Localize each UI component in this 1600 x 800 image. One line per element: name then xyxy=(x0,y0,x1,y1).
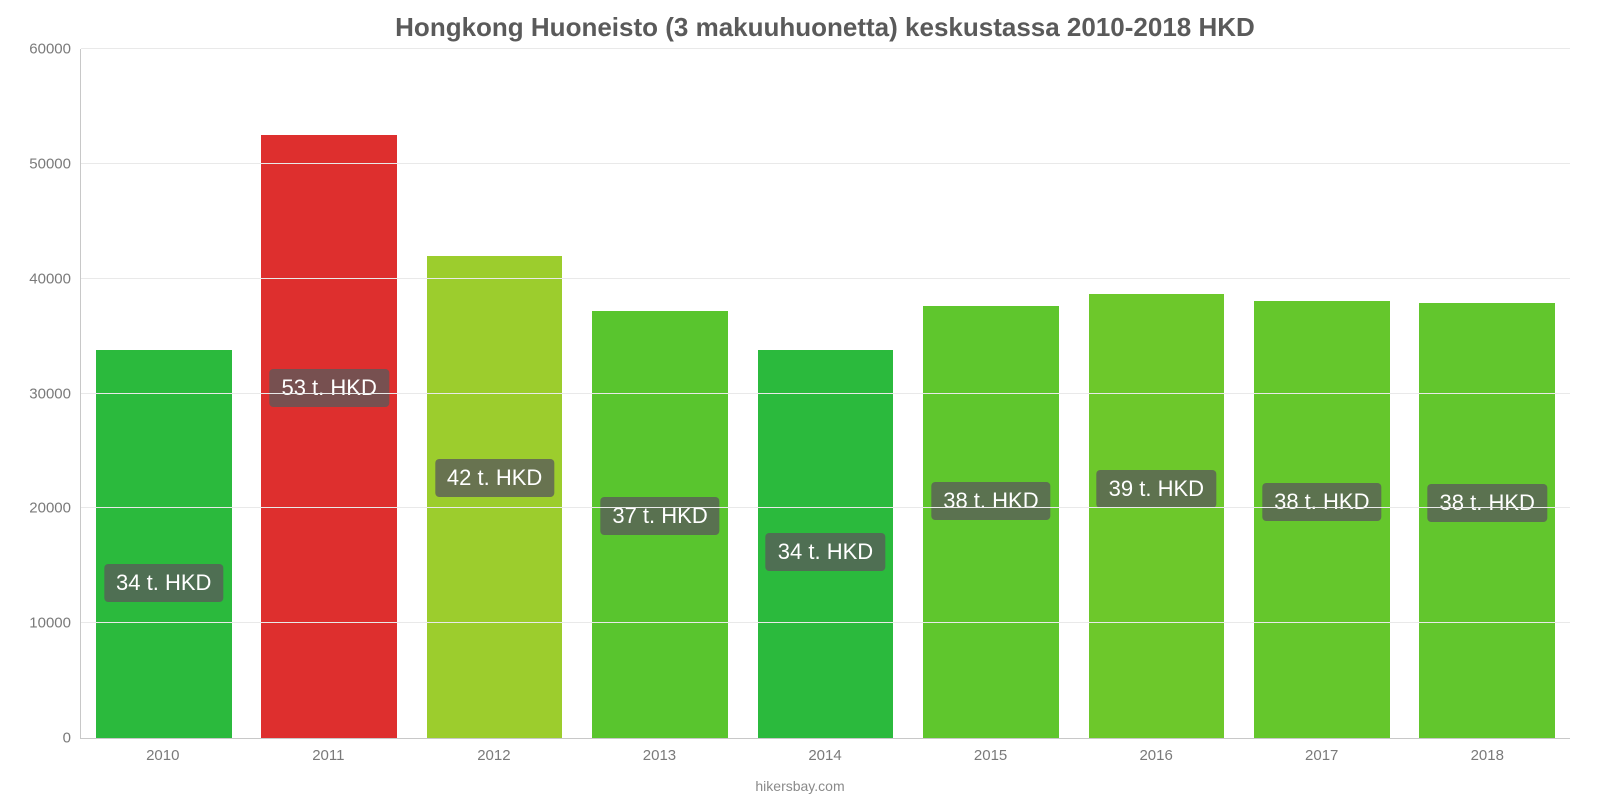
x-tick-label: 2016 xyxy=(1073,747,1239,764)
y-tick-label: 30000 xyxy=(29,385,81,402)
bar-slot: 34 t. HKD xyxy=(81,49,246,738)
gridline xyxy=(81,278,1570,279)
bars-container: 34 t. HKD 53 t. HKD 42 t. HKD 37 t. HKD 34 t… xyxy=(81,49,1570,738)
bar-slot: 38 t. HKD xyxy=(1239,49,1404,738)
bar-value-label: 34 t. HKD xyxy=(104,564,223,602)
x-axis-labels: 201020112012201320142015201620172018 xyxy=(80,747,1570,764)
chart-title: Hongkong Huoneisto (3 makuuhuonetta) kes… xyxy=(80,12,1570,43)
bar: 38 t. HKD xyxy=(923,306,1059,738)
bar-slot: 42 t. HKD xyxy=(412,49,577,738)
gridline xyxy=(81,507,1570,508)
gridline xyxy=(81,393,1570,394)
gridline xyxy=(81,163,1570,164)
plot-area: 34 t. HKD 53 t. HKD 42 t. HKD 37 t. HKD 34 t… xyxy=(80,49,1570,739)
bar: 39 t. HKD xyxy=(1089,294,1225,738)
bar: 34 t. HKD xyxy=(758,350,894,738)
bar-value-label: 53 t. HKD xyxy=(269,369,388,407)
y-tick-label: 20000 xyxy=(29,500,81,517)
bar-value-label: 42 t. HKD xyxy=(435,459,554,497)
bar-slot: 39 t. HKD xyxy=(1074,49,1239,738)
bar-value-label: 34 t. HKD xyxy=(766,533,885,571)
bar: 37 t. HKD xyxy=(592,311,728,738)
y-tick-label: 40000 xyxy=(29,270,81,287)
bar-value-label: 38 t. HKD xyxy=(931,482,1050,520)
x-tick-label: 2011 xyxy=(246,747,412,764)
y-tick-label: 10000 xyxy=(29,615,81,632)
bar-slot: 53 t. HKD xyxy=(246,49,411,738)
x-tick-label: 2014 xyxy=(742,747,908,764)
bar: 53 t. HKD xyxy=(261,135,397,738)
x-tick-label: 2015 xyxy=(908,747,1074,764)
bar-value-label: 37 t. HKD xyxy=(600,497,719,535)
bar-slot: 38 t. HKD xyxy=(908,49,1073,738)
y-tick-label: 0 xyxy=(63,730,81,747)
x-tick-label: 2017 xyxy=(1239,747,1405,764)
x-tick-label: 2010 xyxy=(80,747,246,764)
bar-slot: 37 t. HKD xyxy=(577,49,742,738)
y-tick-label: 60000 xyxy=(29,41,81,58)
y-tick-label: 50000 xyxy=(29,155,81,172)
bar: 42 t. HKD xyxy=(427,256,563,738)
bar: 38 t. HKD xyxy=(1254,301,1390,739)
bar-value-label: 39 t. HKD xyxy=(1097,470,1216,508)
attribution-text: hikersbay.com xyxy=(755,778,844,794)
bar-slot: 38 t. HKD xyxy=(1405,49,1570,738)
bar-chart: Hongkong Huoneisto (3 makuuhuonetta) kes… xyxy=(0,0,1600,800)
x-tick-label: 2012 xyxy=(411,747,577,764)
bar: 38 t. HKD xyxy=(1419,303,1555,738)
bar: 34 t. HKD xyxy=(96,350,232,738)
bar-slot: 34 t. HKD xyxy=(743,49,908,738)
bar-value-label: 38 t. HKD xyxy=(1262,483,1381,521)
x-tick-label: 2018 xyxy=(1405,747,1571,764)
gridline xyxy=(81,48,1570,49)
bar-value-label: 38 t. HKD xyxy=(1428,484,1547,522)
gridline xyxy=(81,622,1570,623)
x-tick-label: 2013 xyxy=(577,747,743,764)
